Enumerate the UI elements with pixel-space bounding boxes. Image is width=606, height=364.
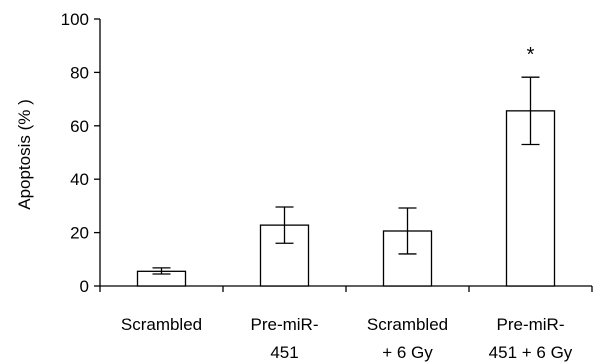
x-category-label: 451 + 6 Gy [489,343,573,362]
x-category-label: Pre-miR- [497,315,565,334]
y-tick-label: 100 [61,10,89,29]
y-tick-label: 80 [70,63,89,82]
labels: Apoptosis (% ) Scrambled Pre-miR- 451 Scramb… [15,44,573,362]
x-category-label: 451 [270,343,298,362]
x-category-label: + 6 Gy [382,343,433,362]
y-axis-title: Apoptosis (% ) [15,99,34,210]
bars [136,110,556,287]
x-category-label: Pre-miR- [251,315,319,334]
y-tick-label: 40 [70,170,89,189]
significance-annotation: * [527,44,535,66]
error-bars [152,76,540,275]
y-tick-label: 20 [70,224,89,243]
y-tick-label: 0 [80,277,89,296]
x-category-label: Scrambled [121,315,202,334]
y-tick-label: 60 [70,117,89,136]
bar [259,224,310,287]
x-category-label: Scrambled [367,315,448,334]
